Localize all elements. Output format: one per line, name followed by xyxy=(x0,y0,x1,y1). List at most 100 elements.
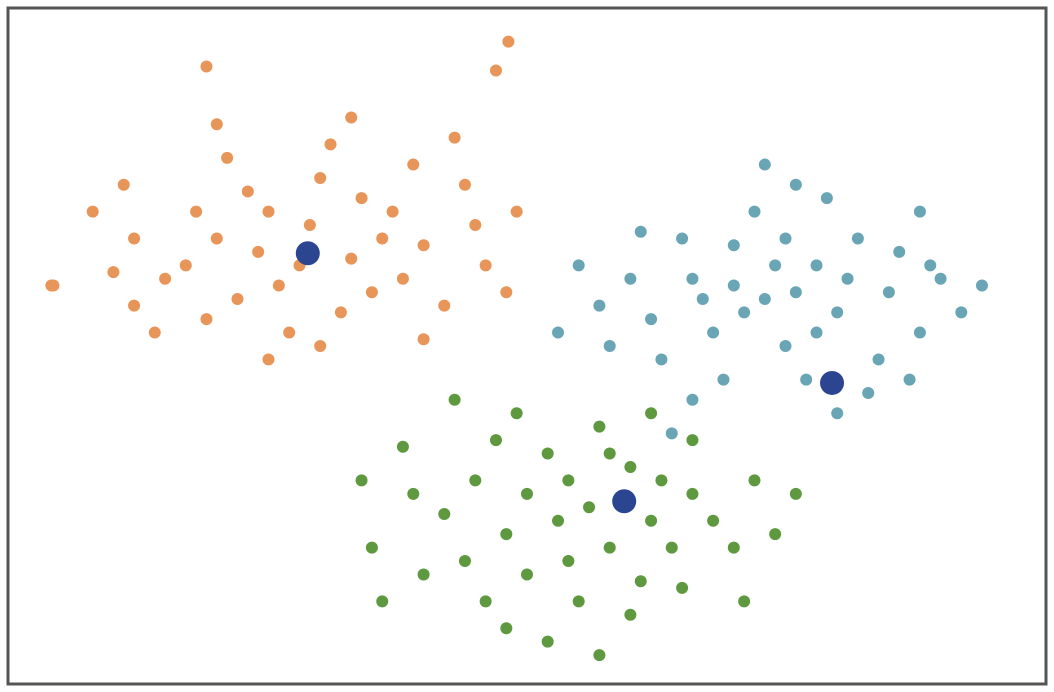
data-point xyxy=(593,649,606,662)
data-point xyxy=(262,205,275,218)
data-point xyxy=(510,205,523,218)
data-point xyxy=(458,178,471,191)
data-point xyxy=(283,326,296,339)
data-point xyxy=(655,353,668,366)
data-point xyxy=(500,286,513,299)
data-point xyxy=(355,192,368,205)
data-point xyxy=(541,447,554,460)
data-point xyxy=(810,326,823,339)
data-point xyxy=(86,205,99,218)
data-point xyxy=(893,245,906,258)
data-point xyxy=(417,333,430,346)
data-point xyxy=(47,279,60,292)
data-point xyxy=(365,541,378,554)
data-point xyxy=(665,427,678,440)
data-point xyxy=(872,353,885,366)
data-point xyxy=(676,581,689,594)
data-point xyxy=(862,387,875,400)
data-point xyxy=(924,259,937,272)
data-point xyxy=(758,292,771,305)
data-point xyxy=(645,514,658,527)
data-point xyxy=(624,272,637,285)
data-point xyxy=(603,447,616,460)
data-point xyxy=(386,205,399,218)
data-point xyxy=(417,239,430,252)
data-point xyxy=(345,252,358,265)
data-point xyxy=(841,272,854,285)
data-point xyxy=(438,299,451,312)
data-point xyxy=(738,306,751,319)
data-point xyxy=(913,326,926,339)
data-point xyxy=(593,420,606,433)
data-point xyxy=(572,259,585,272)
data-point xyxy=(500,528,513,541)
data-point xyxy=(779,340,792,352)
data-point xyxy=(200,313,213,326)
data-point xyxy=(665,541,678,554)
data-point xyxy=(128,299,141,312)
data-point xyxy=(603,541,616,554)
data-point xyxy=(934,272,947,285)
data-point xyxy=(489,434,502,447)
data-point xyxy=(469,219,482,232)
data-point xyxy=(469,474,482,487)
data-point xyxy=(624,460,637,473)
data-point xyxy=(562,474,575,487)
data-point xyxy=(159,272,172,285)
data-point xyxy=(365,286,378,299)
data-point xyxy=(303,219,316,232)
data-point xyxy=(789,178,802,191)
data-point xyxy=(479,259,492,272)
data-point xyxy=(748,474,761,487)
data-point xyxy=(686,434,699,447)
data-point xyxy=(727,239,740,252)
data-point xyxy=(396,272,409,285)
data-point xyxy=(831,407,844,420)
data-point xyxy=(955,306,968,319)
data-point xyxy=(376,232,389,245)
data-point xyxy=(221,151,234,164)
data-point xyxy=(324,138,337,151)
data-point xyxy=(334,306,347,319)
data-point xyxy=(541,635,554,648)
data-point xyxy=(502,35,515,48)
data-point xyxy=(190,205,203,218)
data-point xyxy=(117,178,130,191)
data-point xyxy=(179,259,192,272)
data-point xyxy=(634,225,647,238)
data-point xyxy=(655,474,668,487)
data-point xyxy=(417,568,430,581)
data-point xyxy=(438,508,451,520)
data-point xyxy=(727,279,740,292)
data-point xyxy=(262,353,275,366)
data-point xyxy=(210,118,223,131)
data-point xyxy=(345,111,358,124)
data-point xyxy=(200,60,213,73)
data-point xyxy=(407,487,420,500)
data-point xyxy=(696,292,709,305)
data-point xyxy=(252,245,265,258)
data-point xyxy=(552,326,565,339)
data-point xyxy=(789,286,802,299)
data-point xyxy=(634,575,647,588)
data-point xyxy=(707,514,720,527)
data-point xyxy=(210,232,223,245)
data-point xyxy=(686,272,699,285)
data-point xyxy=(676,232,689,245)
data-point xyxy=(645,407,658,420)
data-point xyxy=(882,286,895,299)
data-point xyxy=(272,279,285,292)
data-point xyxy=(769,528,782,541)
centroid-point xyxy=(295,241,320,266)
data-point xyxy=(479,595,492,608)
data-point xyxy=(624,608,637,621)
data-point xyxy=(148,326,161,339)
data-point xyxy=(800,373,813,386)
data-point xyxy=(500,622,513,635)
data-point xyxy=(738,595,751,608)
data-point xyxy=(448,393,461,406)
data-point xyxy=(717,373,730,386)
data-point xyxy=(241,185,254,198)
